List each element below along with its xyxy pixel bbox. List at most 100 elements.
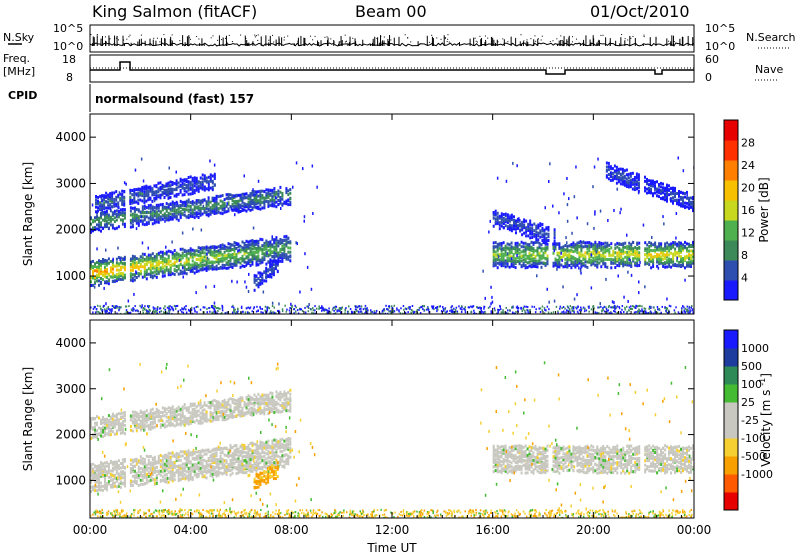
heatmap-cell xyxy=(253,198,256,202)
heatmap-cell xyxy=(668,246,671,250)
heatmap-cell xyxy=(492,245,495,249)
heatmap-cell xyxy=(574,246,577,250)
speckle-cell xyxy=(245,285,248,289)
frequency-line xyxy=(90,61,694,75)
heatmap-cell xyxy=(633,178,636,182)
speckle-cell xyxy=(134,168,137,172)
heatmap-cell xyxy=(656,180,658,184)
ground-scatter-cell xyxy=(638,304,640,307)
heatmap-cell xyxy=(678,200,680,204)
heatmap-cell xyxy=(135,263,138,267)
heatmap-cell xyxy=(151,188,154,192)
heatmap-cell xyxy=(229,242,232,246)
heatmap-cell xyxy=(161,265,164,269)
ground-scatter-cell xyxy=(575,306,577,309)
heatmap-cell xyxy=(500,242,503,245)
heatmap-cell xyxy=(131,265,134,269)
heatmap-cell xyxy=(104,275,106,279)
heatmap-cell xyxy=(159,203,162,207)
heatmap-cell xyxy=(223,210,226,214)
ground-scatter-cell xyxy=(104,308,106,311)
speckle-cell xyxy=(484,296,486,300)
ground-scatter-cell xyxy=(179,309,182,312)
heatmap-cell xyxy=(161,270,164,274)
ground-scatter-cell xyxy=(654,309,656,312)
heatmap-cell xyxy=(237,242,240,246)
speckle-cell xyxy=(205,266,208,270)
heatmap-cell xyxy=(98,225,100,229)
heatmap-cell xyxy=(678,260,681,264)
heatmap-cell xyxy=(540,265,543,269)
power-colorbar-tick-label: 8 xyxy=(741,249,748,262)
heatmap-cell xyxy=(113,202,116,206)
heatmap-cell xyxy=(582,257,585,261)
heatmap-cell xyxy=(646,247,649,251)
ground-scatter-cell xyxy=(295,306,297,309)
heatmap-cell xyxy=(195,188,198,192)
noise-tick-right-top: 10^5 xyxy=(705,22,735,35)
heatmap-cell xyxy=(253,274,256,278)
heatmap-cell xyxy=(139,265,142,269)
ground-scatter-cell xyxy=(428,310,430,313)
heatmap-cell xyxy=(90,471,92,475)
noise-search-dot xyxy=(123,39,125,41)
heatmap-cell xyxy=(90,480,92,484)
heatmap-cell xyxy=(542,251,545,255)
heatmap-cell xyxy=(552,251,555,255)
heatmap-cell xyxy=(650,253,653,257)
heatmap-cell xyxy=(177,206,180,210)
speckle-cell xyxy=(306,265,309,269)
speckle-cell xyxy=(627,173,629,177)
speckle-cell xyxy=(271,301,274,305)
ground-scatter-cell xyxy=(147,305,149,308)
heatmap-cell xyxy=(109,209,112,213)
noise-search-dot xyxy=(153,37,155,39)
heatmap-cell xyxy=(682,262,684,266)
heatmap-cell xyxy=(253,254,256,258)
heatmap-cell xyxy=(155,272,158,276)
noise-search-dot xyxy=(444,37,446,39)
noise-search-dot xyxy=(390,39,392,41)
heatmap-cell xyxy=(105,470,108,473)
heatmap-cell xyxy=(145,222,148,226)
speckle-cell xyxy=(555,262,557,266)
ground-scatter-cell xyxy=(635,311,637,313)
noise-search-dot xyxy=(344,41,346,43)
heatmap-cell xyxy=(630,247,633,251)
heatmap-cell xyxy=(167,218,170,222)
heatmap-cell xyxy=(217,195,220,199)
heatmap-cell xyxy=(533,234,536,238)
heatmap-cell xyxy=(600,259,603,263)
heatmap-cell xyxy=(121,276,124,280)
noise-search-dot xyxy=(600,34,602,36)
heatmap-cell xyxy=(273,245,276,249)
ground-scatter-cell xyxy=(403,308,405,311)
heatmap-cell xyxy=(169,259,172,263)
ground-scatter-cell xyxy=(194,309,196,312)
heatmap-cell xyxy=(123,190,126,193)
heatmap-cell xyxy=(115,469,118,473)
ground-scatter-cell xyxy=(437,308,439,311)
heatmap-cell xyxy=(265,239,268,243)
heatmap-cell xyxy=(119,476,122,480)
heatmap-cell xyxy=(520,245,523,249)
ground-scatter-cell xyxy=(281,310,284,313)
heatmap-cell xyxy=(155,203,158,207)
ground-scatter-cell xyxy=(221,312,223,314)
heatmap-cell xyxy=(632,247,635,251)
heatmap-cell xyxy=(668,243,671,247)
heatmap-cell xyxy=(104,461,106,465)
heatmap-cell xyxy=(568,255,571,259)
heatmap-cell xyxy=(100,214,102,217)
heatmap-cell xyxy=(133,209,136,213)
heatmap-cell xyxy=(662,186,664,190)
heatmap-cell xyxy=(90,222,92,226)
heatmap-cell xyxy=(97,195,99,199)
heatmap-cell xyxy=(107,282,110,286)
noise-search-dot xyxy=(497,41,499,43)
ground-scatter-cell xyxy=(304,311,307,314)
heatmap-cell xyxy=(570,262,573,266)
heatmap-cell xyxy=(157,190,160,194)
heatmap-cell xyxy=(173,201,176,205)
heatmap-cell xyxy=(269,251,272,254)
